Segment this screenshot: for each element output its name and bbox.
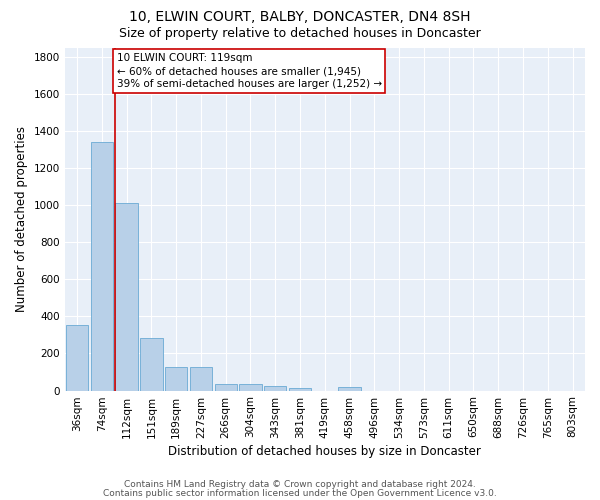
Text: 10, ELWIN COURT, BALBY, DONCASTER, DN4 8SH: 10, ELWIN COURT, BALBY, DONCASTER, DN4 8… xyxy=(129,10,471,24)
Bar xyxy=(91,142,113,390)
Bar xyxy=(215,384,237,390)
Bar xyxy=(289,388,311,390)
Bar xyxy=(264,386,286,390)
Bar xyxy=(165,368,187,390)
Bar xyxy=(115,204,138,390)
Text: Size of property relative to detached houses in Doncaster: Size of property relative to detached ho… xyxy=(119,28,481,40)
Bar xyxy=(66,324,88,390)
Text: 10 ELWIN COURT: 119sqm
← 60% of detached houses are smaller (1,945)
39% of semi-: 10 ELWIN COURT: 119sqm ← 60% of detached… xyxy=(117,53,382,90)
Text: Contains HM Land Registry data © Crown copyright and database right 2024.: Contains HM Land Registry data © Crown c… xyxy=(124,480,476,489)
Bar xyxy=(140,338,163,390)
Bar xyxy=(239,384,262,390)
X-axis label: Distribution of detached houses by size in Doncaster: Distribution of detached houses by size … xyxy=(169,444,481,458)
Bar xyxy=(338,387,361,390)
Bar xyxy=(190,368,212,390)
Y-axis label: Number of detached properties: Number of detached properties xyxy=(15,126,28,312)
Text: Contains public sector information licensed under the Open Government Licence v3: Contains public sector information licen… xyxy=(103,488,497,498)
